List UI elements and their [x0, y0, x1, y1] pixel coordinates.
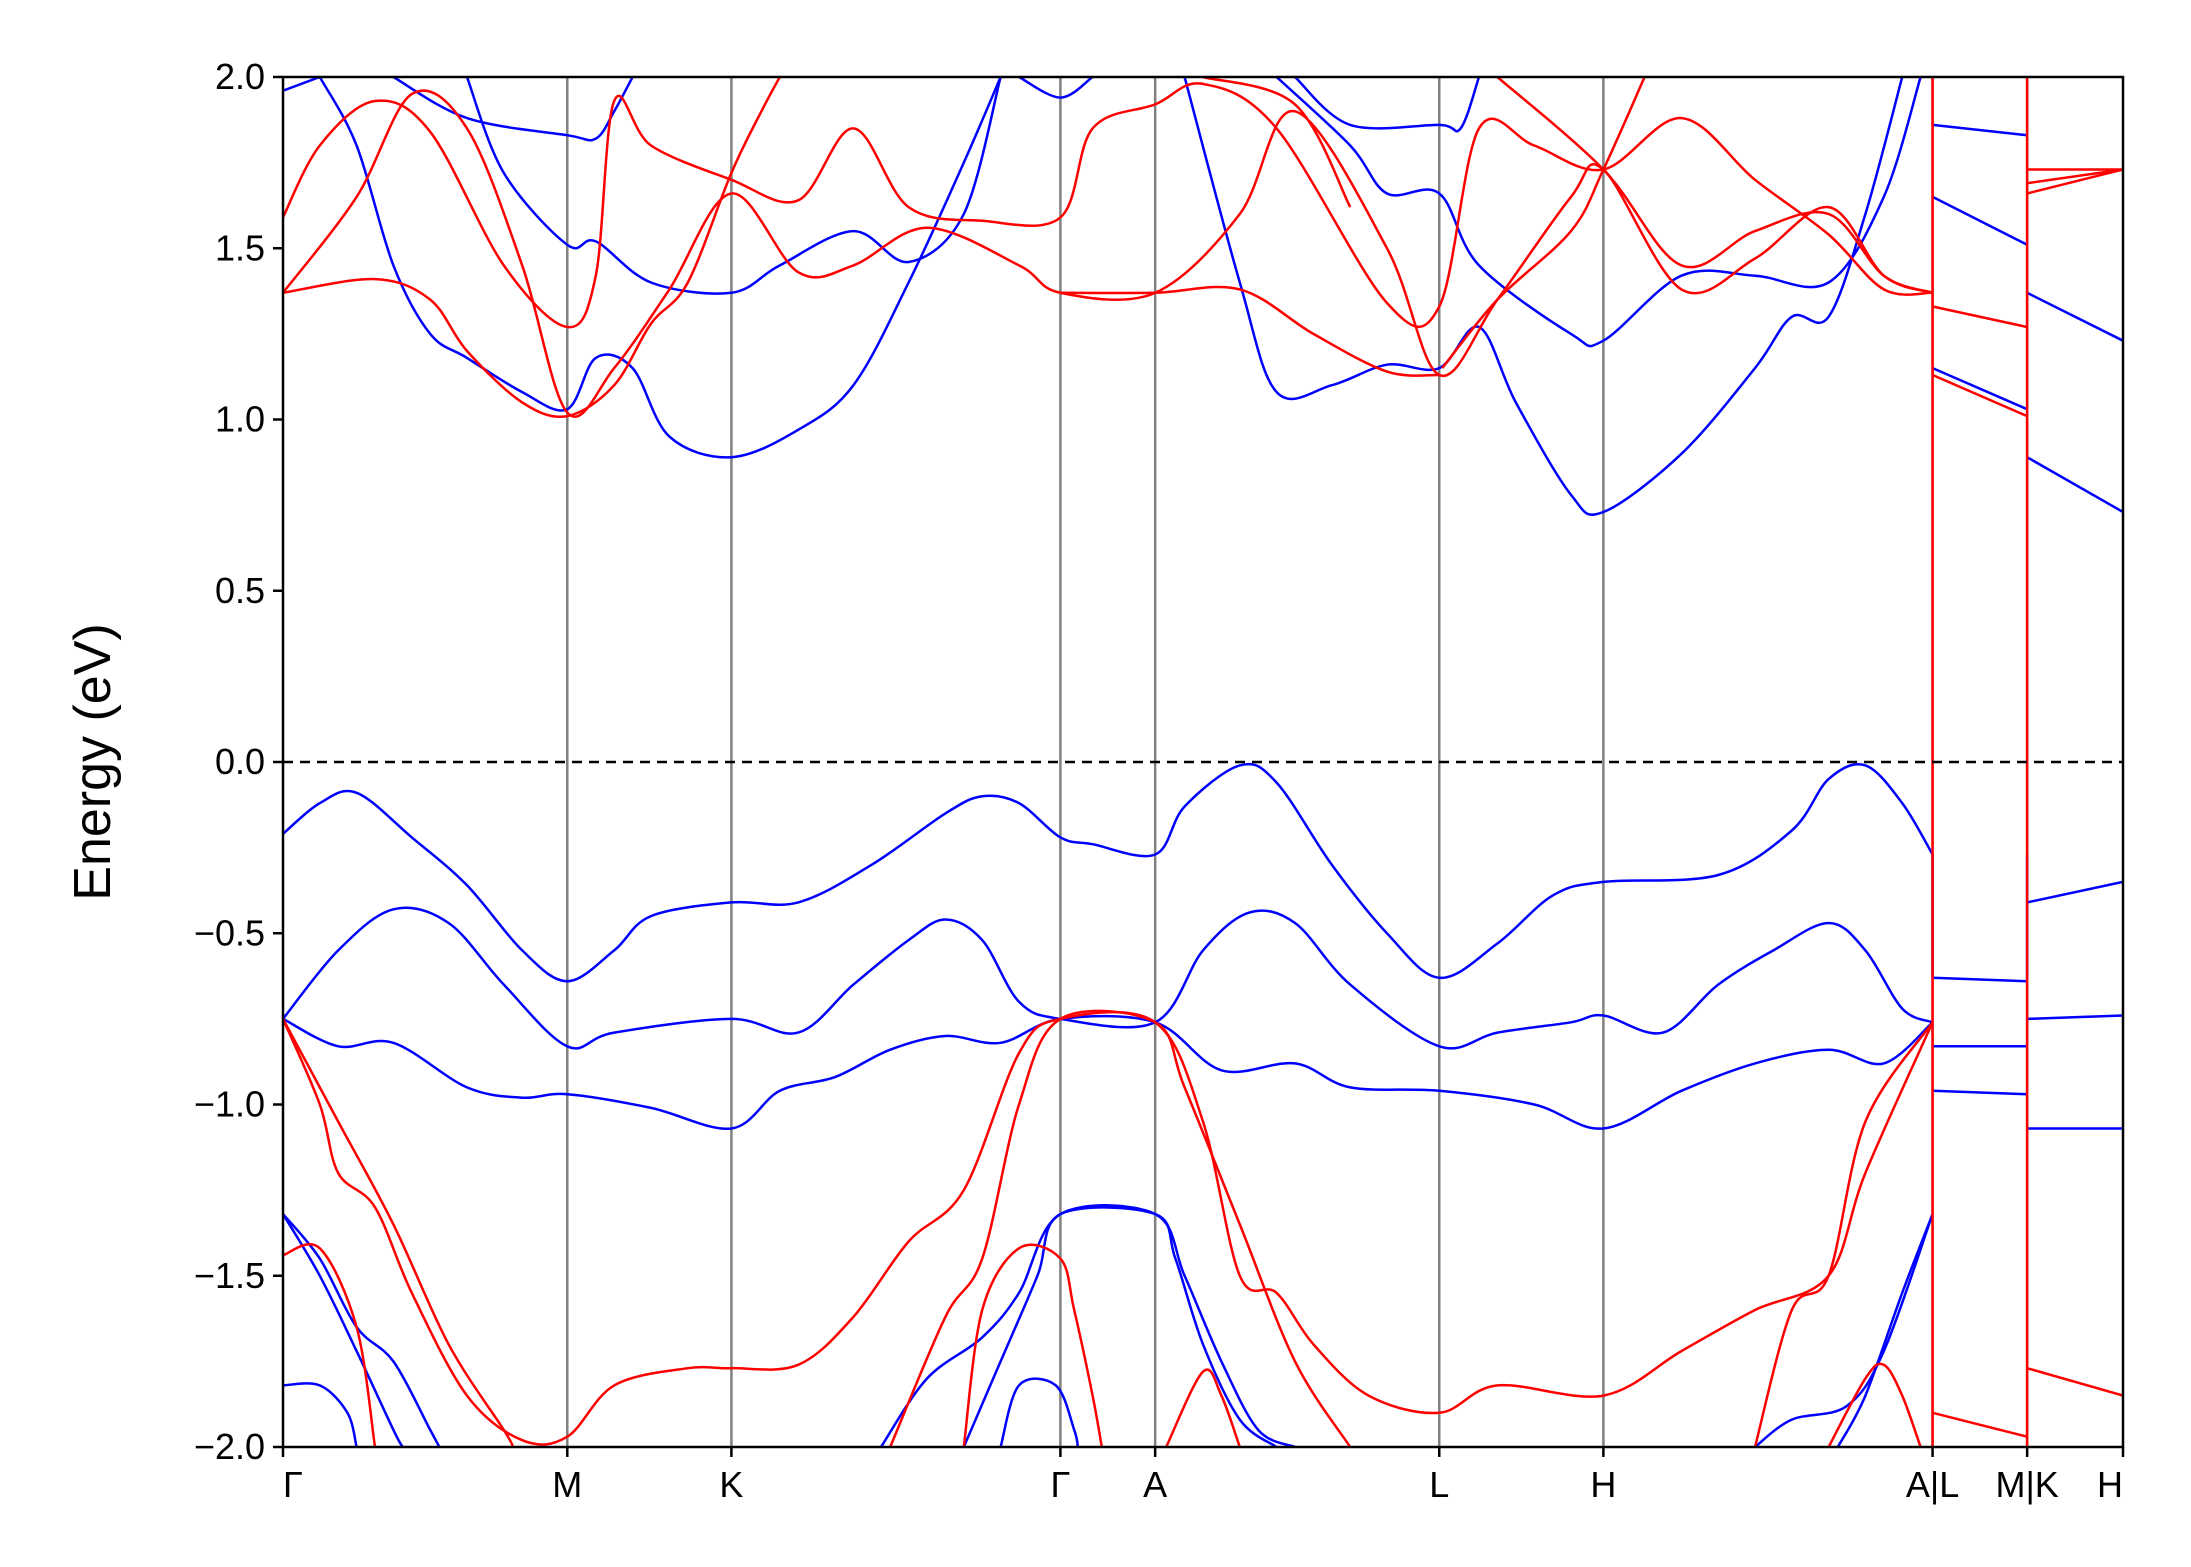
y-tick-label: −1.5: [194, 1255, 265, 1296]
band-curve-spin-down: [1202, 77, 1352, 208]
band-curve-spin-down: [889, 1009, 1352, 1447]
band-curve-spin-down: [1932, 305, 2028, 329]
x-tick-label: H: [1590, 1464, 1616, 1505]
band-curve-spin-down: [962, 1243, 1104, 1447]
y-tick-label: −0.5: [194, 912, 265, 953]
x-tick-label: M|K: [1995, 1464, 2058, 1505]
y-tick-label: 1.5: [215, 227, 265, 268]
x-tick-label: H: [2097, 1464, 2123, 1505]
band-curve-spin-down: [1753, 1021, 1934, 1447]
x-tick-label: K: [719, 1464, 743, 1505]
x-axis-ticks: Γ M K Γ A L H A|L M|K H: [281, 1447, 2125, 1505]
x-tick-label: A|L: [1906, 1464, 1959, 1505]
band-curve-spin-up: [1932, 123, 2028, 137]
x-tick-label: Γ: [283, 1464, 303, 1505]
x-tick-label: L: [1429, 1464, 1449, 1505]
y-axis-ticks: 2.0 1.5 1.0 0.5 0.0 −0.5 −1.0 −1.5 −2.0: [194, 56, 283, 1467]
band-curve-spin-up: [1294, 77, 1481, 133]
band-curve-spin-down: [1496, 77, 1934, 294]
band-curve-spin-down: [283, 1010, 1934, 1446]
y-tick-label: 1.0: [215, 399, 265, 440]
band-curve-spin-up: [283, 1382, 358, 1447]
band-curve-spin-up: [1754, 1213, 1934, 1447]
y-tick-label: −1.0: [194, 1084, 265, 1125]
y-axis-title: Energy (eV): [64, 623, 122, 900]
band-curve-spin-up: [1932, 1089, 2028, 1096]
band-curve-spin-up: [879, 1204, 1296, 1447]
y-tick-label: 2.0: [215, 56, 265, 97]
band-curve-spin-down: [283, 1018, 515, 1447]
band-curve-spin-down: [1932, 373, 2028, 418]
x-tick-label: M: [552, 1464, 582, 1505]
band-curve-spin-down: [2026, 168, 2123, 195]
band-curve-spin-up: [1018, 77, 1094, 99]
band-curve-spin-up: [2026, 880, 2123, 904]
plot-area: [281, 75, 2125, 1449]
y-tick-label: −2.0: [194, 1426, 265, 1467]
band-curve-spin-down: [283, 89, 1934, 418]
band-curve-spin-up: [1932, 195, 2028, 246]
band-curve-spin-up: [392, 77, 634, 142]
band-curve-spin-down: [1060, 285, 1440, 377]
y-tick-label: 0.0: [215, 741, 265, 782]
band-curve-spin-up: [283, 906, 1934, 1050]
band-curve-spin-down: [1441, 77, 1646, 369]
band-curve-spin-down: [1932, 1411, 2028, 1438]
band-curve-spin-up: [283, 762, 1934, 983]
band-curve-spin-down: [283, 77, 781, 419]
band-curve-spin-up: [283, 1213, 441, 1447]
band-curve-spin-up: [1183, 77, 1904, 516]
band-curve-spin-up: [2026, 291, 2123, 342]
band-curve-spin-up: [283, 77, 321, 92]
x-tick-label: A: [1143, 1464, 1167, 1505]
band-curve-spin-up: [1932, 366, 2028, 411]
band-curve-spin-up: [283, 1213, 404, 1447]
band-curve-spin-down: [283, 1242, 377, 1447]
band-curve-spin-down: [2026, 168, 2123, 185]
band-curve-spin-up: [1836, 1213, 1934, 1447]
band-curve-spin-down: [283, 82, 1933, 329]
band-curve-spin-up: [999, 1377, 1080, 1447]
band-curve-spin-up: [465, 77, 1002, 295]
x-tick-label: Γ: [1050, 1464, 1070, 1505]
band-curves: [283, 77, 2123, 1447]
y-tick-label: 0.5: [215, 570, 265, 611]
band-curve-spin-up: [2027, 1014, 2123, 1021]
band-curve-spin-up: [1932, 976, 2028, 983]
band-curve-spin-down: [2026, 1366, 2123, 1397]
band-curve-spin-down: [1827, 1362, 1922, 1447]
band-curve-spin-up: [962, 1206, 1278, 1447]
band-curve-spin-up: [2026, 456, 2123, 514]
band-curve-spin-up: [1275, 77, 1922, 348]
band-curve-spin-down: [1165, 1368, 1241, 1447]
